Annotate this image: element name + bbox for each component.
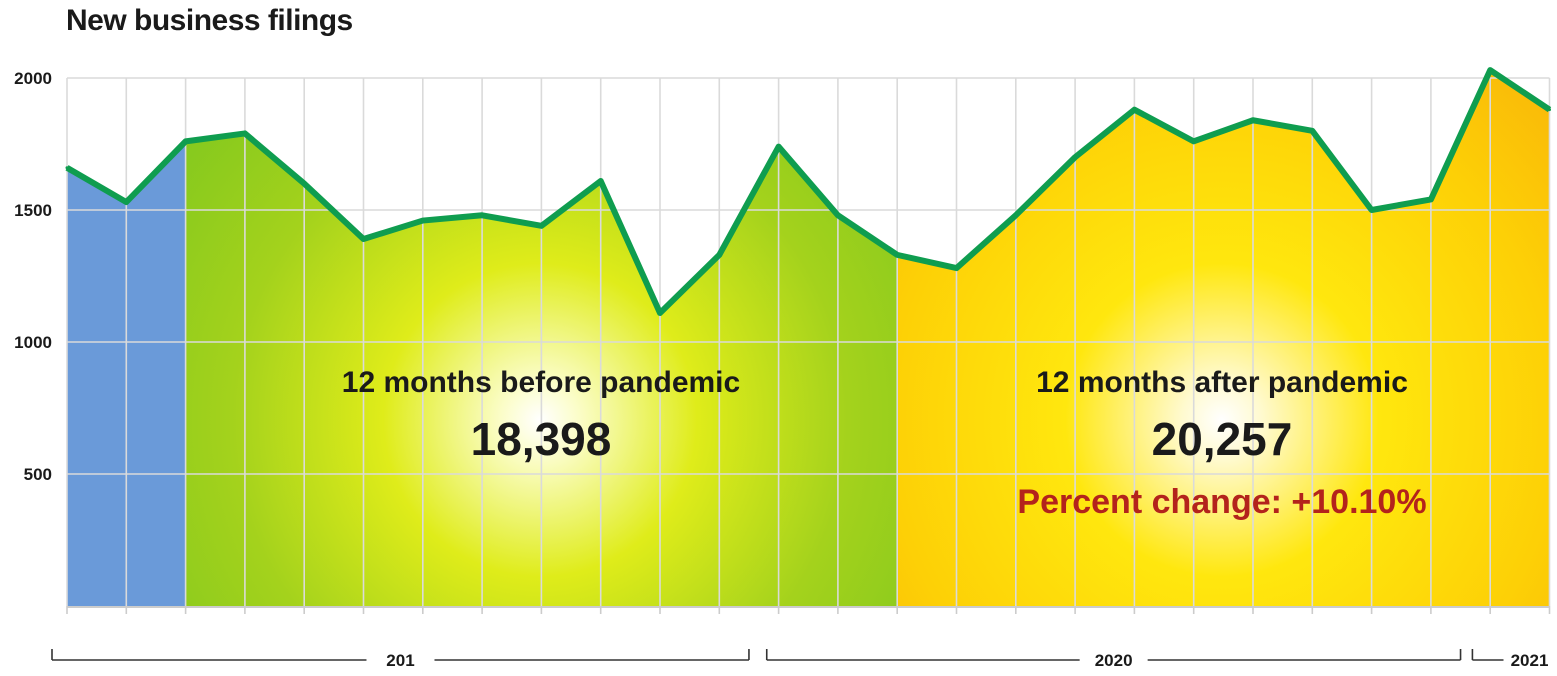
data-point [1073,155,1077,159]
annotation-before-label: 12 months before pandemic [342,366,740,399]
data-point [184,139,188,143]
data-point [362,237,365,241]
y-axis: 500 1000 1500 2000 [14,69,52,484]
year-label: 2021 [1511,651,1549,670]
data-point [1192,139,1196,143]
year-bracket: 2020 [765,649,1462,670]
y-tick-label: 500 [24,465,52,484]
data-point [1370,208,1374,212]
year-label: 2020 [1095,651,1133,670]
year-label: 201 [386,651,414,670]
data-point [895,253,899,257]
data-point [717,253,721,257]
x-axis: 201 2020 2021 [51,606,1551,670]
year-bracket: 201 [51,649,750,670]
data-point [421,219,425,223]
data-point [955,266,958,270]
series-line [65,67,1552,316]
annotation-percent-change: Percent change: +10.10% [1017,483,1426,521]
data-point [658,311,662,315]
annotation-after-value: 20,257 [1152,413,1293,465]
data-point [1548,108,1551,112]
data-point [1310,129,1314,133]
data-point [243,131,247,135]
data-point [124,200,128,204]
y-tick-label: 1000 [14,333,52,352]
area-segment-2 [897,70,1550,606]
y-tick-label: 2000 [14,69,52,88]
data-line [65,67,1552,316]
year-bracket: 2021 [1471,649,1549,670]
data-point [1014,213,1018,217]
annotation-after-label: 12 months after pandemic [1036,366,1408,399]
chart-title: New business filings [66,4,353,37]
data-point [1429,197,1433,201]
data-point [302,182,306,186]
data-point [65,166,69,170]
data-point [1132,108,1136,112]
data-point [599,179,603,183]
grid-lines [66,77,1551,606]
data-point [1251,118,1255,122]
y-tick-label: 1500 [14,201,52,220]
annotation-before-value: 18,398 [471,413,612,465]
data-point [1488,68,1492,72]
data-point [836,213,840,217]
data-point [777,145,781,149]
data-point [539,224,543,228]
data-point [480,213,484,217]
